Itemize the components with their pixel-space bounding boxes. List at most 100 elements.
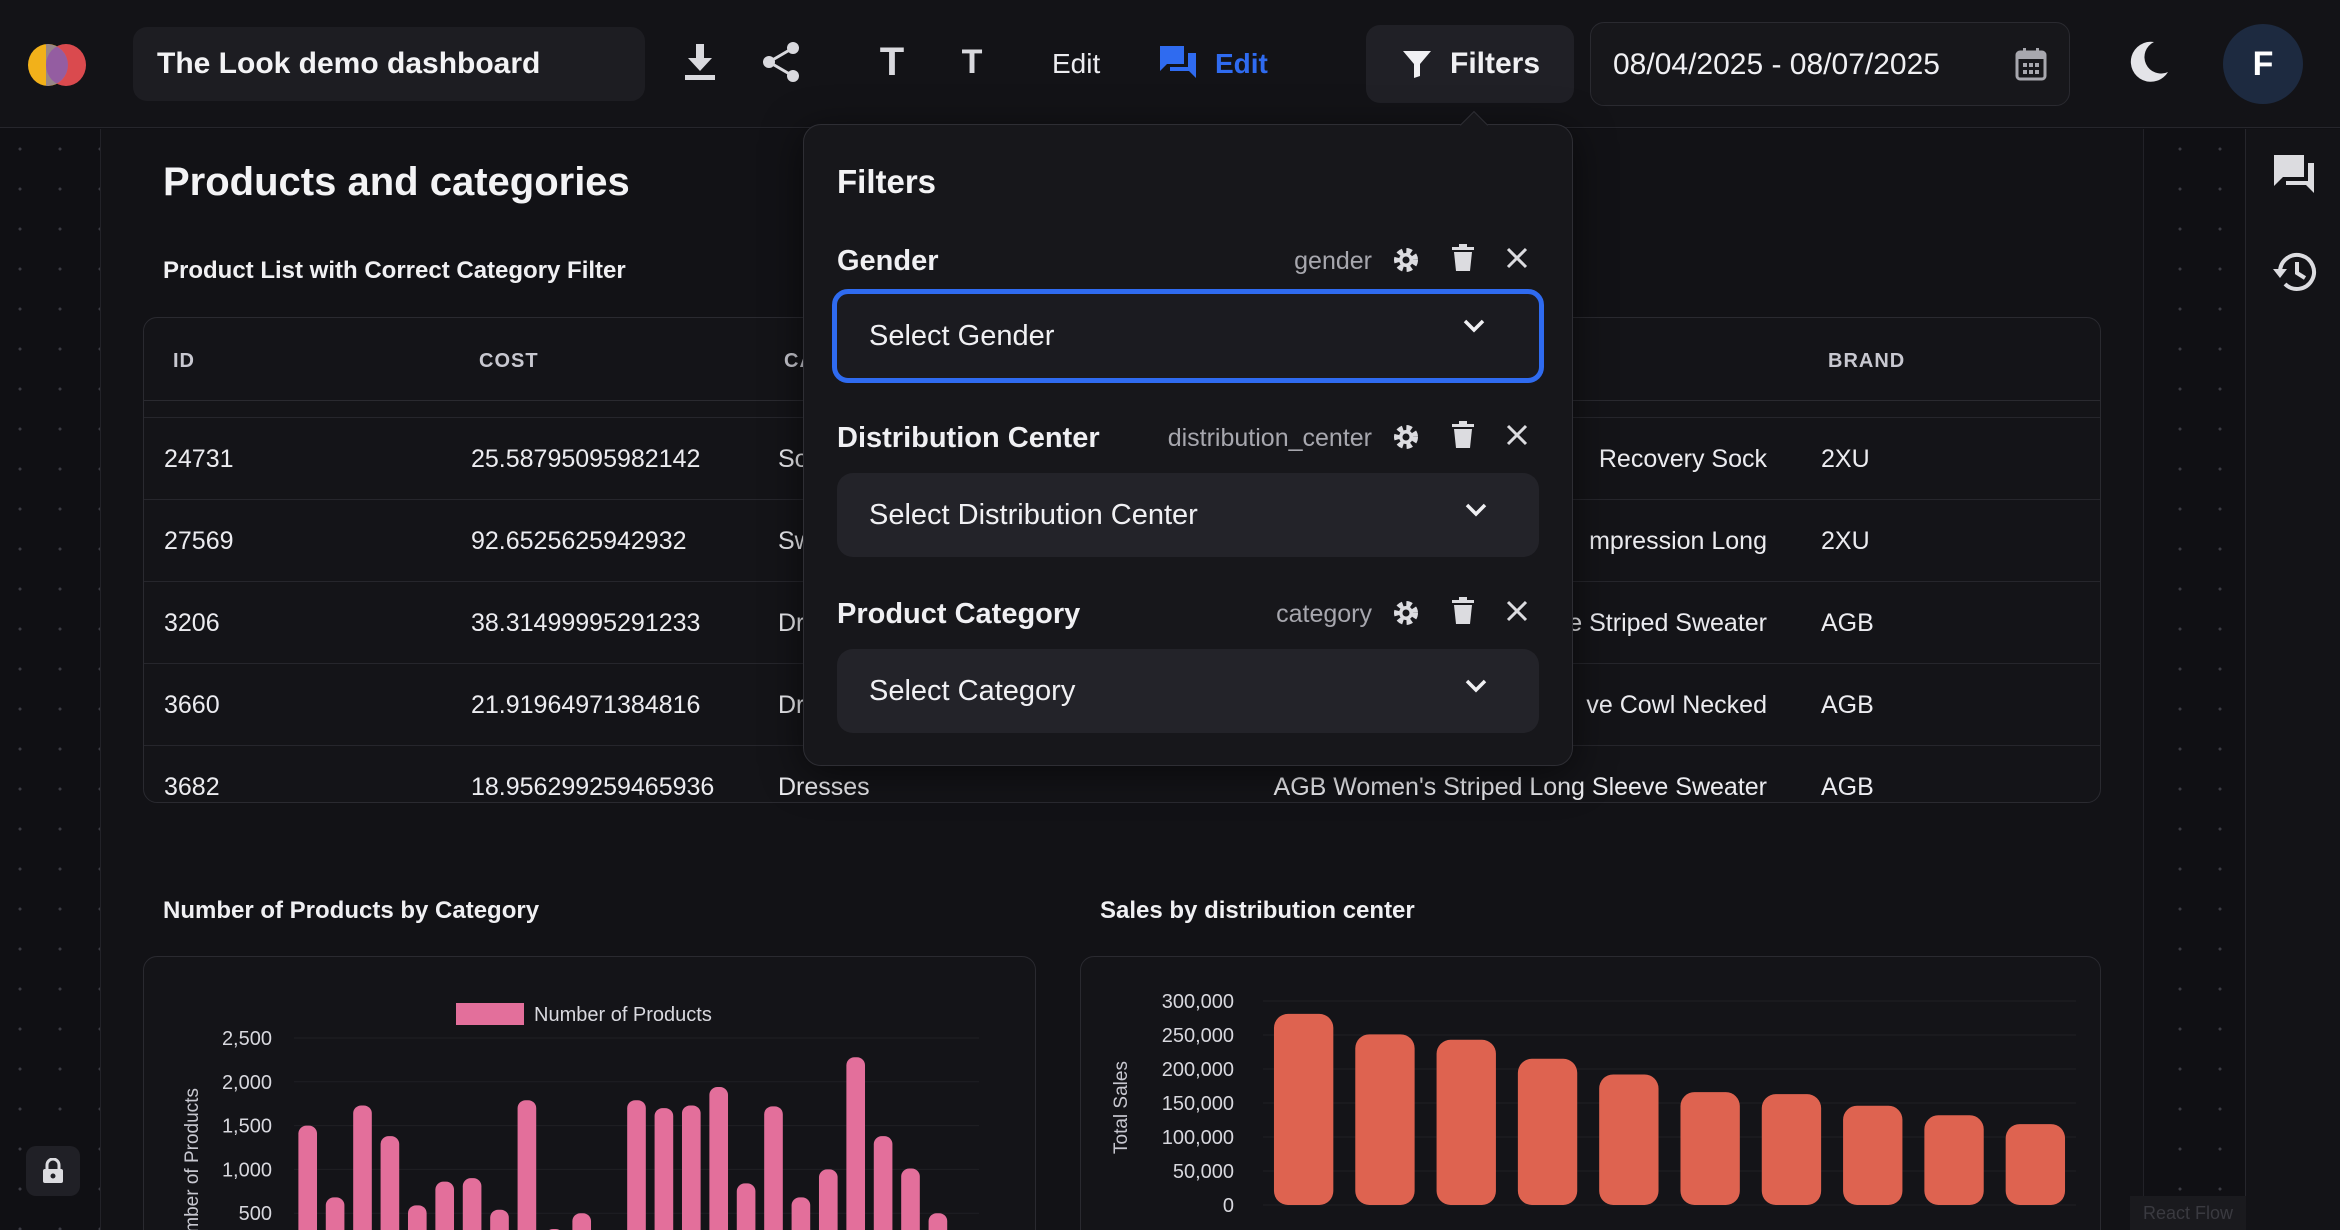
products-by-category-chart: Number of Products Number of Products 2,50…: [143, 956, 1036, 1230]
lock-button[interactable]: [26, 1146, 80, 1196]
chevron-down-icon: [1465, 503, 1487, 517]
table-title: Product List with Correct Category Filte…: [163, 257, 626, 284]
text-icon[interactable]: T: [961, 43, 983, 81]
filter-icon: [1403, 51, 1431, 78]
cell-category: Dresses: [778, 773, 870, 801]
chart2-title: Sales by distribution center: [1100, 897, 1415, 924]
legend-label: Number of Products: [534, 1004, 712, 1026]
filters-popover-title: Filters: [837, 163, 937, 200]
trash-icon[interactable]: [1446, 241, 1480, 275]
cell-cost: 21.91964971384816: [471, 691, 701, 719]
cell-id: 24731: [164, 445, 234, 473]
y-tick-label: 500: [239, 1203, 272, 1225]
bar: [325, 1197, 345, 1230]
bar: [1761, 1094, 1822, 1205]
y-tick-label: 300,000: [1162, 991, 1234, 1013]
cell-brand: AGB: [1821, 609, 1874, 637]
bar: [353, 1105, 372, 1230]
right-sidebar: [2245, 129, 2340, 1230]
column-header-brand[interactable]: BRAND: [1828, 350, 1906, 372]
column-header-id[interactable]: ID: [173, 350, 195, 372]
y-tick-label: 1,500: [222, 1116, 272, 1138]
bar: [1355, 1034, 1415, 1205]
heading-text-icon[interactable]: T: [879, 40, 905, 84]
bar: [1517, 1058, 1578, 1205]
dashboard-title-field[interactable]: The Look demo dashboard: [133, 27, 645, 101]
cell-brand: 2XU: [1821, 527, 1870, 555]
bar: [818, 1169, 838, 1230]
bar: [1924, 1115, 1984, 1205]
trash-icon[interactable]: [1446, 418, 1480, 452]
y-axis-label: Number of Products: [182, 1088, 203, 1230]
bar: [873, 1136, 893, 1230]
table-row[interactable]: 24731 25.58795095982142 So Recovery Sock 2XU: [144, 418, 2100, 500]
cell-name: ve Cowl Necked: [1586, 691, 1767, 719]
dark-mode-moon-icon[interactable]: [2128, 40, 2170, 84]
bar: [1436, 1039, 1496, 1205]
filter-key-gender: gender: [1294, 247, 1372, 275]
cell-brand: 2XU: [1821, 445, 1870, 473]
bar: [517, 1100, 537, 1230]
cell-cost: 38.31499995291233: [471, 609, 701, 637]
bar: [764, 1106, 783, 1230]
app-logo[interactable]: [28, 44, 86, 86]
products-by-category-svg: Number of Products Number of Products 2,50…: [182, 1003, 979, 1230]
react-flow-attribution[interactable]: React Flow: [2130, 1196, 2246, 1230]
history-icon[interactable]: [2272, 251, 2318, 293]
close-icon[interactable]: [1500, 241, 1534, 275]
cell-name: mpression Long: [1589, 527, 1767, 555]
bar: [1273, 1013, 1334, 1205]
cell-id: 3206: [164, 609, 220, 637]
date-range-picker[interactable]: 08/04/2025 - 08/07/2025: [1590, 22, 2070, 106]
close-icon[interactable]: [1500, 418, 1534, 452]
bar: [435, 1181, 455, 1230]
table-row[interactable]: 3682 18.956299259465936 Dresses AGB Women's…: [144, 746, 2100, 802]
gear-icon[interactable]: [1389, 243, 1423, 277]
filters-popover: Filters Gender gender Select Gender Dist…: [803, 110, 1573, 766]
cell-name: Recovery Sock: [1598, 445, 1767, 473]
bar: [654, 1108, 674, 1230]
y-tick-label: 100,000: [1162, 1127, 1234, 1149]
chat-edit-icon[interactable]: [1156, 40, 1200, 84]
gender-select[interactable]: Select Gender: [832, 289, 1544, 383]
cell-id: 3660: [164, 691, 220, 719]
share-icon[interactable]: [759, 40, 803, 84]
y-tick-label: 200,000: [1162, 1059, 1234, 1081]
bar: [298, 1125, 318, 1230]
bar: [736, 1183, 756, 1230]
user-avatar[interactable]: F: [2223, 24, 2303, 104]
filter-label-distribution-center: Distribution Center: [837, 422, 1100, 454]
filters-button[interactable]: Filters: [1366, 25, 1574, 103]
gender-select-placeholder: Select Gender: [869, 320, 1055, 352]
distribution-center-select[interactable]: Select Distribution Center: [837, 473, 1539, 557]
cell-cost: 18.956299259465936: [471, 773, 715, 801]
download-icon[interactable]: [678, 40, 722, 84]
cell-id: 3682: [164, 773, 220, 801]
cell-cost: 92.6525625942932: [471, 527, 687, 555]
bar: [846, 1057, 866, 1230]
section-title: Products and categories: [163, 160, 630, 204]
chat-edit-button[interactable]: Edit: [1215, 48, 1268, 79]
gear-icon[interactable]: [1389, 420, 1423, 454]
distribution-center-select-placeholder: Select Distribution Center: [869, 499, 1198, 531]
chevron-down-icon: [1465, 679, 1487, 693]
bar: [1599, 1074, 1659, 1205]
bar: [791, 1197, 811, 1230]
bar: [572, 1213, 592, 1230]
category-select[interactable]: Select Category: [837, 649, 1539, 733]
top-bar: The Look demo dashboard T T Edit Edit Fi…: [0, 0, 2340, 128]
filter-label-gender: Gender: [837, 245, 939, 277]
bar: [709, 1087, 729, 1230]
column-header-cost[interactable]: COST: [479, 350, 539, 372]
cell-brand: AGB: [1821, 691, 1874, 719]
trash-icon[interactable]: [1446, 594, 1480, 628]
gear-icon[interactable]: [1389, 596, 1423, 630]
edit-button[interactable]: Edit: [1052, 48, 1101, 79]
legend-swatch: [456, 1003, 524, 1025]
cell-category: Dr: [778, 609, 805, 637]
close-icon[interactable]: [1500, 594, 1534, 628]
chart1-title: Number of Products by Category: [163, 897, 540, 924]
comments-icon[interactable]: [2272, 153, 2316, 195]
bar: [901, 1168, 920, 1230]
filter-key-category: category: [1276, 600, 1372, 628]
